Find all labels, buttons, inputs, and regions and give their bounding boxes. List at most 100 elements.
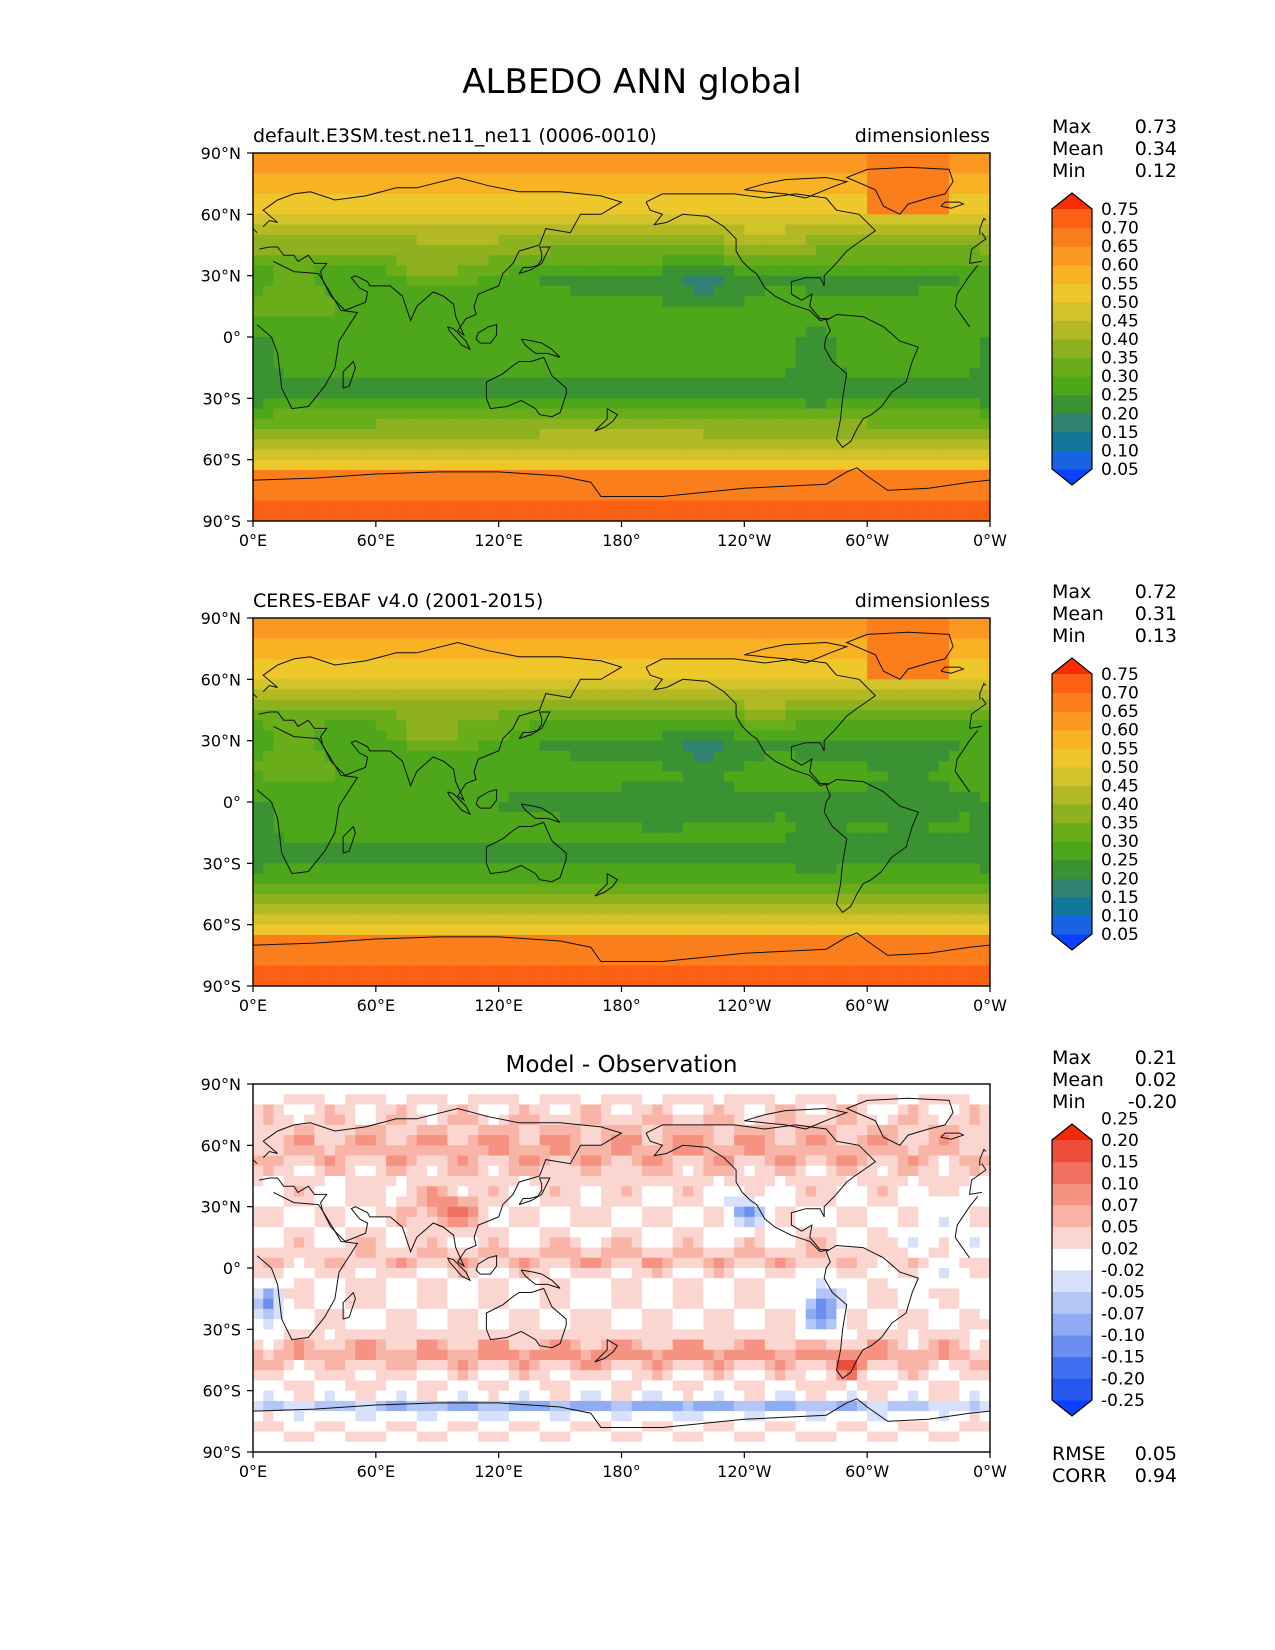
heatmap-cell	[304, 490, 316, 502]
heatmap-cell	[672, 204, 684, 215]
heatmap-cell	[908, 204, 919, 215]
heatmap-cell	[959, 306, 971, 318]
heatmap-cell	[764, 669, 776, 680]
heatmap-cell	[693, 914, 704, 926]
heatmap-cell	[754, 357, 766, 369]
heatmap-cell	[355, 367, 367, 379]
heatmap-cell	[785, 316, 797, 328]
heatmap-cell	[447, 510, 459, 521]
heatmap-cell	[734, 163, 745, 175]
heatmap-cell	[467, 326, 479, 338]
heatmap-cell	[918, 669, 930, 680]
heatmap-cell	[519, 658, 530, 670]
heatmap-cell	[293, 500, 305, 512]
heatmap-cell	[539, 265, 551, 277]
heatmap-cell	[723, 618, 735, 629]
heatmap-cell	[785, 710, 797, 721]
heatmap-cell	[795, 357, 807, 369]
heatmap-cell	[969, 163, 981, 175]
heatmap-cell	[375, 173, 387, 185]
heatmap-cell	[723, 459, 735, 471]
heatmap-cell	[580, 490, 592, 502]
heatmap-cell	[887, 710, 899, 721]
heatmap-cell	[334, 388, 346, 399]
heatmap-cell	[887, 832, 899, 844]
heatmap-cell	[641, 750, 653, 762]
heatmap-cell	[805, 924, 817, 936]
heatmap-cell	[345, 480, 356, 491]
heatmap-cell	[723, 316, 735, 328]
heatmap-cell	[447, 689, 459, 701]
heatmap-cell	[969, 357, 981, 369]
heatmap-cell	[478, 658, 490, 670]
heatmap-cell	[560, 429, 571, 440]
heatmap-cell	[795, 863, 807, 875]
heatmap-cell	[508, 628, 520, 640]
heatmap-cell	[457, 510, 469, 521]
heatmap-cell	[355, 306, 367, 318]
heatmap-cell	[836, 337, 848, 348]
heatmap-cell	[478, 469, 490, 481]
heatmap-cell	[478, 648, 490, 660]
heatmap-cell	[467, 408, 479, 420]
heatmap-cell	[775, 720, 786, 732]
heatmap-cell	[539, 377, 551, 389]
heatmap-cell	[488, 347, 500, 359]
heatmap-cell	[693, 204, 704, 215]
heatmap-cell	[580, 377, 592, 389]
heatmap-cell	[928, 480, 940, 491]
heatmap-cell	[815, 183, 827, 195]
heatmap-cell	[293, 326, 305, 338]
heatmap-cell	[355, 429, 367, 440]
heatmap-cell	[918, 214, 930, 226]
heatmap-cell	[375, 822, 387, 834]
heatmap-cell	[969, 275, 981, 287]
heatmap-cell	[621, 193, 633, 205]
heatmap-cell	[416, 689, 428, 701]
heatmap-cell	[867, 740, 879, 752]
heatmap-cell	[836, 771, 848, 783]
heatmap-cell	[908, 439, 919, 451]
heatmap-cell	[529, 883, 541, 895]
heatmap-cell	[815, 439, 827, 451]
heatmap-cell	[938, 469, 950, 481]
heatmap-cell	[324, 842, 336, 854]
heatmap-cell	[416, 285, 428, 297]
heatmap-cell	[703, 173, 715, 185]
heatmap-cell	[549, 377, 561, 389]
heatmap-cell	[427, 628, 438, 640]
heatmap-cell	[693, 628, 704, 640]
heatmap-cell	[928, 791, 940, 803]
heatmap-cell	[836, 914, 848, 926]
heatmap-cell	[754, 720, 766, 732]
heatmap-cell	[908, 347, 919, 359]
heatmap-cell	[723, 357, 735, 369]
heatmap-cell	[979, 730, 990, 742]
heatmap-cell	[805, 459, 817, 471]
heatmap-cell	[979, 429, 990, 440]
heatmap-cell	[375, 367, 387, 379]
heatmap-cell	[764, 761, 776, 772]
heatmap-cell	[386, 337, 397, 348]
heatmap-cell	[846, 750, 858, 762]
heatmap-cell	[764, 863, 776, 875]
heatmap-cell	[457, 832, 469, 844]
heatmap-cell	[334, 883, 346, 895]
heatmap-cell	[723, 914, 735, 926]
heatmap-cell	[805, 255, 817, 267]
heatmap-cell	[498, 904, 510, 916]
heatmap-cell	[979, 255, 990, 267]
heatmap-cell	[293, 245, 305, 256]
heatmap-cell	[539, 418, 551, 430]
heatmap-cell	[253, 193, 264, 205]
heatmap-cell	[396, 791, 408, 803]
heatmap-cell	[652, 316, 664, 328]
heatmap-cell	[928, 904, 940, 916]
heatmap-cell	[621, 285, 633, 297]
heatmap-cell	[324, 214, 336, 226]
heatmap-cell	[908, 224, 919, 236]
heatmap-cell	[856, 781, 868, 793]
heatmap-cell	[641, 730, 653, 742]
heatmap-cell	[324, 193, 336, 205]
heatmap-cell	[836, 245, 848, 256]
